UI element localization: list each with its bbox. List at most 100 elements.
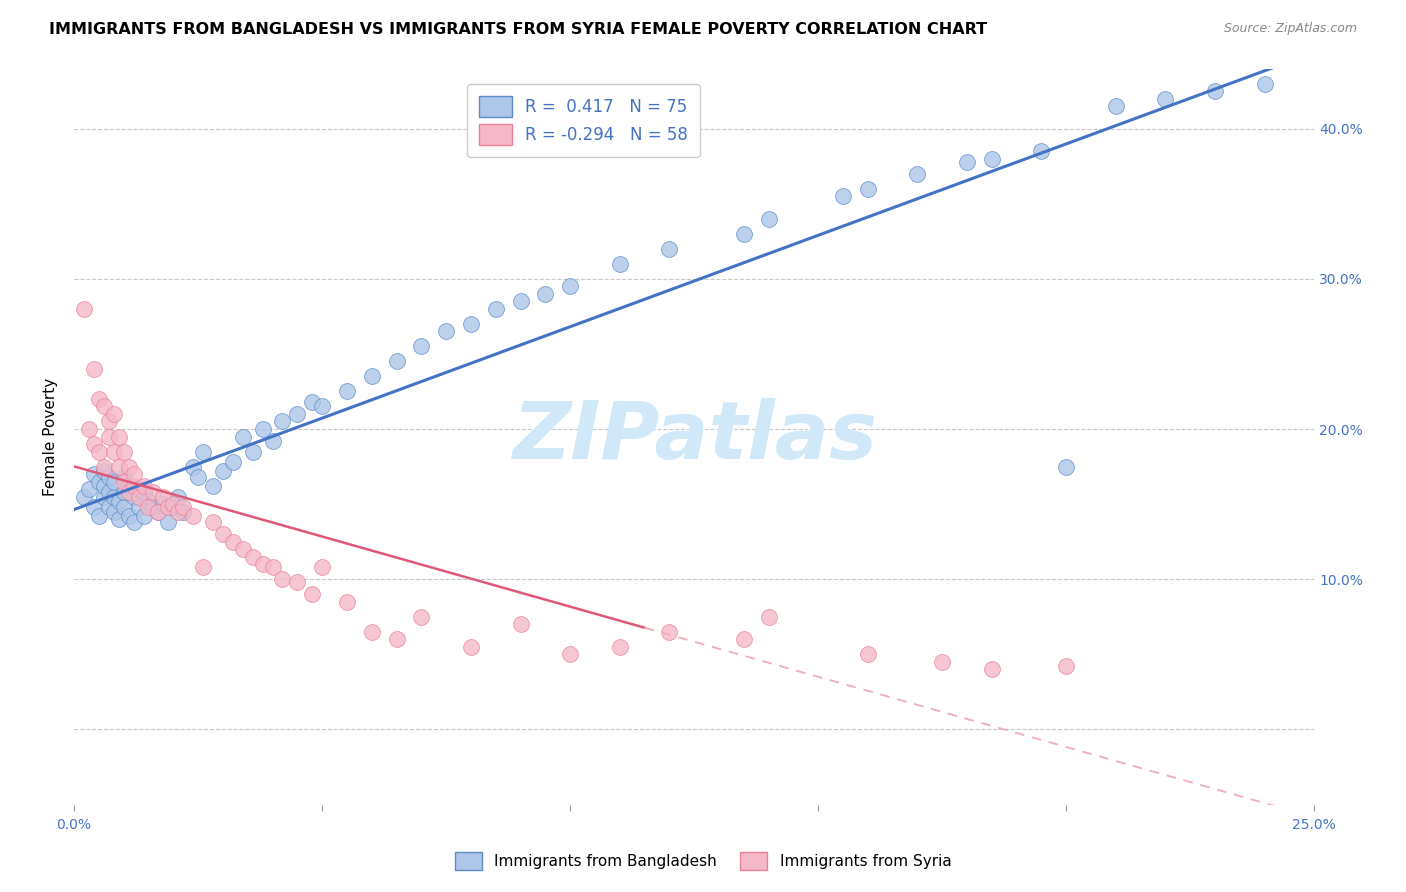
Point <box>157 500 180 515</box>
Point <box>148 505 170 519</box>
Point <box>1105 99 1128 113</box>
Point <box>107 429 129 443</box>
Point <box>122 490 145 504</box>
Point <box>222 455 245 469</box>
Point <box>172 500 194 515</box>
Point <box>271 572 294 586</box>
Point <box>509 294 531 309</box>
Point <box>558 279 581 293</box>
Point <box>103 475 125 489</box>
Point <box>112 475 135 489</box>
Point <box>83 500 105 515</box>
Point <box>77 422 100 436</box>
Point <box>385 354 408 368</box>
Point <box>118 459 141 474</box>
Point <box>758 211 780 226</box>
Point <box>1204 84 1226 98</box>
Point <box>360 369 382 384</box>
Point <box>138 494 160 508</box>
Point <box>167 505 190 519</box>
Point <box>97 415 120 429</box>
Point <box>242 549 264 564</box>
Point <box>558 648 581 662</box>
Point <box>411 339 433 353</box>
Point <box>93 490 115 504</box>
Point <box>142 485 165 500</box>
Point <box>107 512 129 526</box>
Point <box>262 560 284 574</box>
Point <box>128 482 150 496</box>
Point <box>191 444 214 458</box>
Point <box>152 497 174 511</box>
Point <box>758 609 780 624</box>
Point <box>93 479 115 493</box>
Point <box>336 595 359 609</box>
Point <box>609 257 631 271</box>
Point <box>103 505 125 519</box>
Point <box>122 479 145 493</box>
Point <box>112 444 135 458</box>
Legend: R =  0.417   N = 75, R = -0.294   N = 58: R = 0.417 N = 75, R = -0.294 N = 58 <box>467 84 700 157</box>
Point <box>152 490 174 504</box>
Point <box>157 515 180 529</box>
Point <box>93 464 115 478</box>
Point <box>460 640 482 654</box>
Point <box>162 500 184 515</box>
Point <box>87 392 110 406</box>
Point <box>103 407 125 421</box>
Point <box>187 470 209 484</box>
Point <box>1054 659 1077 673</box>
Point <box>311 560 333 574</box>
Point <box>336 384 359 399</box>
Point <box>103 490 125 504</box>
Point <box>856 182 879 196</box>
Point <box>285 575 308 590</box>
Point <box>112 485 135 500</box>
Point <box>1031 144 1053 158</box>
Point <box>97 485 120 500</box>
Point <box>132 485 155 500</box>
Point <box>460 317 482 331</box>
Point <box>93 400 115 414</box>
Point <box>232 542 254 557</box>
Point <box>73 490 96 504</box>
Point <box>132 479 155 493</box>
Point <box>87 475 110 489</box>
Point <box>733 632 755 647</box>
Point <box>733 227 755 241</box>
Point <box>222 534 245 549</box>
Point <box>83 437 105 451</box>
Point <box>103 444 125 458</box>
Point <box>122 515 145 529</box>
Point <box>148 505 170 519</box>
Point <box>181 459 204 474</box>
Point <box>128 500 150 515</box>
Point <box>242 444 264 458</box>
Point <box>112 500 135 515</box>
Point <box>107 459 129 474</box>
Point <box>83 362 105 376</box>
Point <box>509 617 531 632</box>
Point <box>301 395 323 409</box>
Point <box>172 505 194 519</box>
Point <box>212 464 235 478</box>
Point <box>201 479 224 493</box>
Point <box>658 242 681 256</box>
Legend: Immigrants from Bangladesh, Immigrants from Syria: Immigrants from Bangladesh, Immigrants f… <box>447 845 959 877</box>
Point <box>385 632 408 647</box>
Point <box>1154 91 1177 105</box>
Text: ZIPatlas: ZIPatlas <box>512 398 876 475</box>
Point <box>118 479 141 493</box>
Point <box>73 301 96 316</box>
Point <box>311 400 333 414</box>
Point <box>905 167 928 181</box>
Point <box>128 490 150 504</box>
Y-axis label: Female Poverty: Female Poverty <box>44 377 58 496</box>
Point <box>212 527 235 541</box>
Point <box>97 500 120 515</box>
Point <box>122 467 145 481</box>
Point <box>138 500 160 515</box>
Point <box>83 467 105 481</box>
Point <box>181 509 204 524</box>
Point <box>411 609 433 624</box>
